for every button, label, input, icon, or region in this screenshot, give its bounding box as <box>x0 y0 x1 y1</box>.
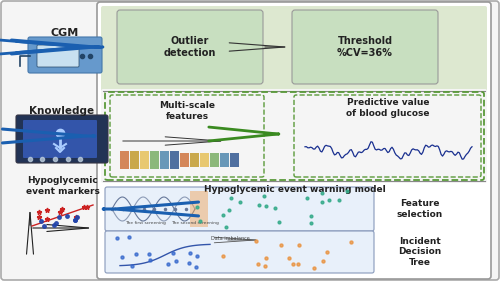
Text: Hypoglycemic event warning model: Hypoglycemic event warning model <box>204 185 386 194</box>
Bar <box>210 153 219 167</box>
Text: Data imbalance: Data imbalance <box>210 235 250 241</box>
Bar <box>160 151 169 169</box>
Text: The first screening: The first screening <box>124 221 166 225</box>
Bar <box>120 151 129 169</box>
Text: Outlier
detection: Outlier detection <box>164 36 216 58</box>
Text: Feature
selection: Feature selection <box>397 199 443 219</box>
Text: The second screening: The second screening <box>171 221 219 225</box>
FancyBboxPatch shape <box>292 10 438 84</box>
Bar <box>230 153 239 167</box>
FancyBboxPatch shape <box>105 231 374 273</box>
Text: Threshold
%CV=36%: Threshold %CV=36% <box>337 36 393 58</box>
FancyBboxPatch shape <box>101 6 487 93</box>
Bar <box>140 151 149 169</box>
FancyBboxPatch shape <box>16 115 108 163</box>
Bar <box>220 153 229 167</box>
FancyBboxPatch shape <box>101 89 487 183</box>
Text: CGM: CGM <box>51 28 79 38</box>
FancyBboxPatch shape <box>105 187 374 231</box>
FancyBboxPatch shape <box>97 2 491 279</box>
Bar <box>200 153 209 167</box>
Bar <box>170 151 179 169</box>
Text: Knowledge: Knowledge <box>30 106 94 116</box>
Bar <box>190 191 208 227</box>
Text: Incident
Decision
Tree: Incident Decision Tree <box>398 237 442 267</box>
Bar <box>190 153 199 167</box>
FancyBboxPatch shape <box>117 10 263 84</box>
FancyBboxPatch shape <box>37 45 79 67</box>
Text: Hypoglycemic
event markers: Hypoglycemic event markers <box>26 176 100 196</box>
Text: Multi-scale
features: Multi-scale features <box>159 101 215 121</box>
Bar <box>180 153 189 167</box>
Bar <box>130 151 139 169</box>
Bar <box>150 151 159 169</box>
FancyBboxPatch shape <box>28 37 102 73</box>
FancyBboxPatch shape <box>23 120 97 158</box>
Text: Predictive value
of blood glucose: Predictive value of blood glucose <box>346 98 430 118</box>
